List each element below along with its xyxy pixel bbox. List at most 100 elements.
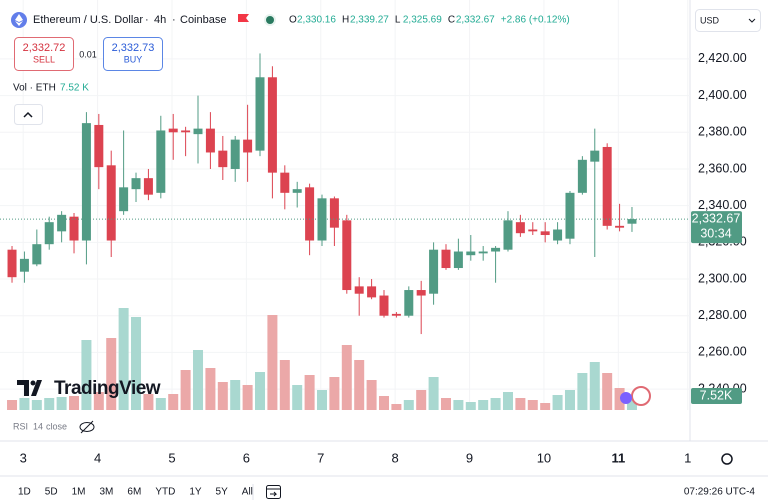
interval[interactable]: 4h <box>154 14 166 26</box>
candle-body <box>478 251 488 254</box>
candle-body <box>367 286 377 298</box>
ohlc-key: L <box>395 15 401 26</box>
range-button[interactable]: 1D <box>18 487 31 498</box>
volume-bar <box>403 400 414 410</box>
volume-bar <box>19 398 30 410</box>
candle-body <box>81 123 91 241</box>
y-tick-label: 2,300.00 <box>698 271 747 285</box>
candle-body <box>230 139 240 169</box>
x-tick-label: 1 <box>684 450 691 465</box>
candle-body <box>466 251 476 256</box>
candle-body <box>503 220 513 250</box>
buy-label[interactable]: BUY <box>124 54 143 64</box>
candle-body <box>292 189 302 193</box>
volume-legend-label: Vol · ETH <box>13 83 56 94</box>
range-button[interactable]: 1Y <box>189 487 202 498</box>
candle-body <box>57 214 67 232</box>
x-tick-label: 9 <box>466 450 473 465</box>
candle-body <box>19 258 29 272</box>
candle-body <box>404 290 414 316</box>
ohlc-key: C <box>448 15 455 26</box>
volume-bar <box>205 368 216 410</box>
volume-bar <box>366 380 377 410</box>
volume-bar <box>304 375 315 410</box>
ohlc-legend: O 2,330.16 H 2,339.27 L 2,325.69 C 2,332.67 +2.8… <box>289 15 570 26</box>
dot: · <box>145 14 149 26</box>
range-button[interactable]: All <box>242 487 253 498</box>
candle-body <box>379 295 389 316</box>
volume-bar <box>267 315 278 410</box>
y-tick-label: 2,260.00 <box>698 345 747 359</box>
range-button[interactable]: 5Y <box>216 487 229 498</box>
candle-body <box>528 229 538 232</box>
buy-price[interactable]: 2,332.73 <box>112 42 155 54</box>
y-tick-label: 2,380.00 <box>698 125 747 139</box>
x-tick-label: 10 <box>537 450 551 465</box>
x-tick-label: 3 <box>20 450 27 465</box>
buy-button[interactable] <box>103 37 163 71</box>
candle-body <box>429 249 439 294</box>
candle-body <box>602 146 612 226</box>
ohlc-value: 2,330.16 <box>297 15 336 26</box>
volume-bar <box>292 385 303 410</box>
volume-bar <box>478 400 489 410</box>
dot: · <box>172 14 176 26</box>
ai-icon[interactable] <box>620 392 632 404</box>
candle-body <box>181 130 191 133</box>
volume-bar <box>106 338 117 410</box>
branding: TradingView <box>54 378 161 399</box>
sell-price[interactable]: 2,332.72 <box>23 42 66 54</box>
status-dot <box>266 16 274 24</box>
candle-body <box>441 249 451 269</box>
volume-bar <box>626 394 637 410</box>
candle-body <box>515 222 525 234</box>
change: +2.86 (+0.12%) <box>501 15 570 26</box>
region-flag[interactable] <box>631 386 651 406</box>
volume-bar <box>180 370 191 410</box>
volume-bar <box>589 362 600 410</box>
volume-bar <box>440 398 451 410</box>
flag-icon[interactable] <box>238 14 249 22</box>
candle-body <box>416 290 426 296</box>
currency[interactable]: USD <box>700 15 720 25</box>
symbol: Ethereum / U.S. Dollar <box>33 14 143 26</box>
range-button[interactable]: 1M <box>72 487 86 498</box>
candle-body <box>193 128 203 135</box>
candle-body <box>243 139 253 153</box>
x-tick-label: 4 <box>94 450 101 465</box>
volume-bar <box>577 373 588 410</box>
ohlc-value: 2,325.69 <box>403 15 442 26</box>
currency-select[interactable] <box>695 9 761 32</box>
y-tick-label: 2,340.00 <box>698 198 747 212</box>
clock: 07:29:26 UTC-4 <box>684 487 756 498</box>
volume-bar <box>217 382 228 410</box>
range-button[interactable]: 5D <box>45 487 58 498</box>
range-button[interactable]: 3M <box>100 487 114 498</box>
volume-bar <box>453 400 464 410</box>
sell-button[interactable] <box>14 37 74 71</box>
volume-bar <box>56 397 67 410</box>
candle-body <box>491 247 501 252</box>
ohlc-key: O <box>289 15 297 26</box>
sell-label[interactable]: SELL <box>33 54 55 64</box>
y-tick-label: 2,420.00 <box>698 51 747 65</box>
candle-body <box>391 313 401 316</box>
ohlc-value: 2,339.27 <box>350 15 389 26</box>
candle-body <box>577 159 587 193</box>
volume-bar <box>614 388 625 410</box>
eth-glyph <box>15 14 23 26</box>
volume-bar <box>81 340 92 410</box>
volume-bar <box>118 308 129 410</box>
y-tick-label: 2,280.00 <box>698 308 747 322</box>
volume-bar <box>378 396 389 410</box>
ohlc-value: 2,332.67 <box>456 15 495 26</box>
range-button[interactable]: YTD <box>155 487 175 498</box>
hide-icon[interactable] <box>79 420 95 434</box>
candle-body <box>205 128 215 153</box>
candle-body <box>540 231 550 236</box>
range-button[interactable]: 6M <box>127 487 141 498</box>
volume-bar <box>242 385 253 410</box>
settings-icon[interactable] <box>721 453 733 465</box>
date-range-icon[interactable] <box>266 485 281 499</box>
